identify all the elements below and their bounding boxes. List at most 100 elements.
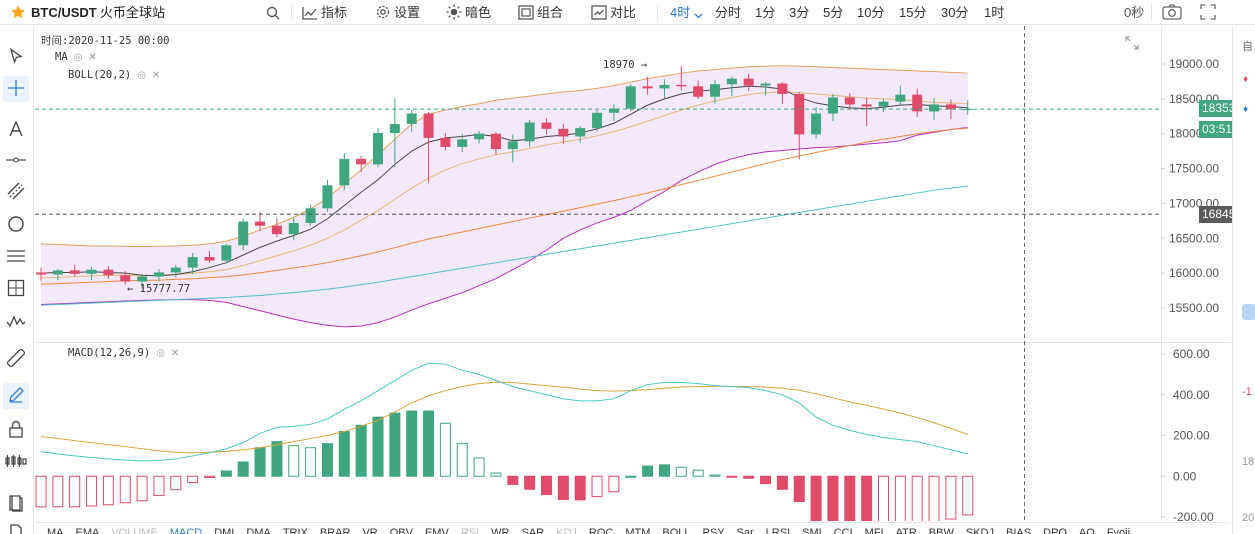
candle[interactable] [474, 130, 485, 144]
indicator-tab[interactable]: KDJ [556, 527, 577, 534]
candle[interactable] [322, 179, 333, 212]
crosshair-tool[interactable] [3, 76, 29, 102]
candle[interactable] [811, 107, 822, 139]
theme-toggle-button[interactable]: 暗色 [446, 0, 491, 25]
screenshot-button[interactable] [1162, 0, 1182, 25]
eye-icon[interactable]: ◎ [73, 52, 83, 63]
chart-type-tool[interactable] [3, 449, 29, 475]
indicator-tab[interactable]: CCI [833, 527, 853, 534]
candle[interactable] [305, 204, 316, 226]
gann-box-tool[interactable] [3, 276, 29, 302]
interval-tab[interactable]: 15分 [899, 5, 927, 20]
macd-legend[interactable]: MACD(12,26,9) ◎ ✕ [68, 347, 179, 359]
candle[interactable] [389, 98, 400, 168]
close-icon[interactable]: ✕ [151, 70, 161, 81]
indicator-tab[interactable]: MFI [864, 527, 884, 534]
candle[interactable] [642, 76, 653, 95]
brush-tool[interactable] [3, 383, 29, 409]
candle[interactable] [676, 66, 687, 91]
candle[interactable] [103, 266, 114, 279]
candle[interactable] [743, 73, 754, 92]
indicator-tab[interactable]: RSI [460, 527, 480, 534]
indicator-tab[interactable]: Fvoji [1106, 527, 1131, 534]
candle[interactable] [861, 97, 872, 127]
measure-tool[interactable] [3, 346, 29, 372]
chart-area[interactable]: 19000.00 18500.00 18000.00 17500.00 17000.00… [35, 26, 1255, 534]
indicator-tab[interactable]: EMA [75, 527, 100, 534]
candle[interactable] [524, 119, 535, 147]
interval-tab[interactable]: 3分 [789, 5, 810, 20]
interval-tab[interactable]: 分时 [715, 5, 742, 20]
candle[interactable] [52, 268, 63, 281]
indicator-tab[interactable]: DPO [1043, 527, 1067, 534]
candle[interactable] [507, 134, 518, 163]
maximize-pane-button[interactable] [1125, 36, 1139, 53]
candle[interactable] [457, 133, 468, 152]
indicator-tab[interactable]: BRAR [319, 527, 351, 534]
candle[interactable] [221, 243, 232, 264]
indicator-tab[interactable]: SMI [802, 527, 822, 534]
lock-drawings-tool[interactable] [3, 417, 29, 443]
indicator-tab[interactable]: BOLL [662, 527, 691, 534]
layout-button[interactable]: 组合 [518, 0, 563, 25]
candle[interactable] [608, 104, 619, 122]
candle[interactable] [844, 93, 855, 109]
candle[interactable] [137, 273, 148, 289]
candle[interactable] [69, 264, 80, 277]
interval-tab[interactable]: 5分 [823, 5, 844, 20]
indicator-tab[interactable]: WR [491, 527, 510, 534]
candle[interactable] [170, 264, 181, 278]
candle[interactable] [777, 82, 788, 104]
settings-small-icon[interactable]: ◎ [137, 70, 146, 81]
candle[interactable] [794, 91, 805, 160]
candle[interactable] [204, 250, 215, 263]
candle[interactable] [440, 133, 451, 151]
indicator-tab[interactable]: TRIX [282, 527, 308, 534]
indicators-button[interactable]: 指标 [302, 0, 347, 25]
channel-tool[interactable] [3, 179, 29, 205]
fullscreen-button[interactable] [1200, 0, 1216, 25]
indicator-tab[interactable]: BBW [928, 527, 954, 534]
indicator-tab[interactable]: SAR [521, 527, 545, 534]
candle[interactable] [339, 153, 350, 191]
indicator-tab[interactable]: LRSI [765, 527, 791, 534]
candle[interactable] [558, 123, 569, 145]
candle[interactable] [373, 128, 383, 168]
candle[interactable] [36, 267, 46, 281]
indicator-tab[interactable]: ATR [895, 527, 917, 534]
indicator-tab[interactable]: VOLUME [111, 527, 158, 534]
panel-tab-button[interactable] [1242, 304, 1255, 320]
candle[interactable] [120, 271, 131, 285]
ellipse-tool[interactable] [3, 212, 29, 238]
fib-tool[interactable] [3, 244, 29, 270]
settings-small-icon[interactable]: ◎ [156, 348, 165, 359]
symbol-search-button[interactable] [266, 0, 280, 25]
favorite-star-icon[interactable] [10, 0, 26, 25]
interval-tab[interactable]: 30分 [941, 5, 969, 20]
interval-tab[interactable]: 1时 [984, 5, 1005, 20]
horizontal-line-tool[interactable] [3, 148, 29, 174]
candle[interactable] [726, 76, 737, 97]
indicator-tab[interactable]: VR [362, 527, 378, 534]
candle[interactable] [288, 218, 299, 241]
indicator-tab[interactable]: DMI [214, 527, 235, 534]
candle[interactable] [575, 126, 586, 143]
indicator-tab[interactable]: ROC [588, 527, 614, 534]
close-icon[interactable]: ✕ [170, 348, 180, 359]
candle[interactable] [945, 99, 956, 120]
indicator-tab[interactable]: MTM [625, 527, 651, 534]
cursor-tool[interactable] [3, 44, 29, 70]
object-tree-tool[interactable] [3, 491, 29, 517]
candle[interactable] [490, 132, 501, 155]
candle[interactable] [356, 156, 367, 173]
compare-button[interactable]: 对比 [591, 0, 636, 25]
candle[interactable] [86, 266, 97, 281]
candle[interactable] [760, 82, 771, 96]
candle[interactable] [693, 80, 704, 99]
indicator-tab[interactable]: OBV [389, 527, 413, 534]
symbol-label[interactable]: BTC/USDT [31, 5, 97, 20]
candle[interactable] [895, 85, 906, 106]
candle[interactable] [238, 218, 249, 251]
candle[interactable] [423, 112, 434, 183]
indicator-tab[interactable]: BIAS [1005, 527, 1032, 534]
